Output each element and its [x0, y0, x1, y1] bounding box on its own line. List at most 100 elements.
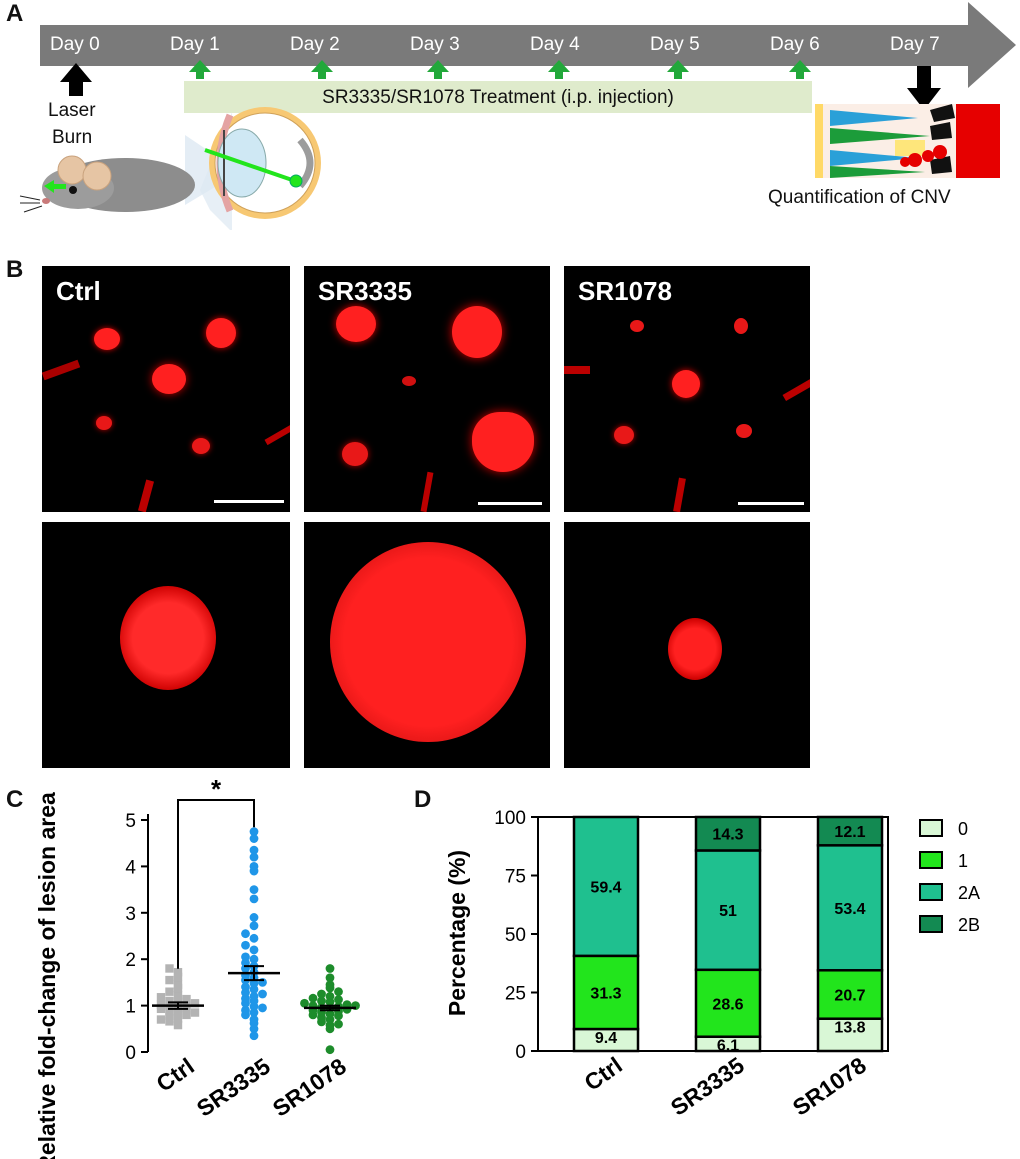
chart-c-point — [165, 975, 174, 985]
chart-d-bar-segment — [816, 1017, 884, 1053]
injection-arrow-day6 — [789, 60, 811, 79]
chart-c-point — [173, 967, 183, 977]
chart-c-point — [317, 989, 326, 999]
chart-d-data-label: 20.7 — [834, 987, 865, 1004]
chart-c-point — [165, 1011, 174, 1021]
micrograph-sr1078-overview: SR1078 — [564, 266, 810, 512]
chart-d-bar-segment — [816, 815, 884, 847]
chart-d-legend-label: 0 — [958, 819, 968, 839]
chart-d-x-label: SR1078 — [788, 1052, 871, 1121]
chart-c-point — [173, 1008, 183, 1018]
chart-c-point — [182, 994, 191, 1004]
chart-d-y-tick-label: 0 — [515, 1042, 526, 1063]
chart-c-point — [334, 1019, 343, 1029]
chart-c-point — [173, 1020, 183, 1030]
chart-c-point — [334, 995, 343, 1004]
micrograph-sr1078-zoom — [564, 522, 810, 768]
chart-d-bar-segment — [572, 815, 640, 958]
chart-c-y-tick-label: 4 — [125, 857, 136, 878]
chart-c-point — [165, 1017, 174, 1026]
chart-d-legend-swatch — [919, 883, 943, 901]
chart-c-point — [308, 993, 318, 1003]
chart-c-y-tick-label: 3 — [125, 904, 136, 925]
chart-c-x-label: SR1078 — [268, 1053, 351, 1122]
chart-c-point — [249, 921, 259, 931]
chart-c-ylabel: Relative fold-change of lesion area — [34, 792, 60, 1159]
chart-c-point — [325, 1045, 335, 1055]
chart-d-data-label: 14.3 — [712, 827, 743, 844]
chart-c-point — [249, 1031, 259, 1041]
chart-c-point — [249, 945, 259, 955]
chart-d-legend-label: 2A — [958, 883, 980, 903]
chart-d-data-label: 12.1 — [834, 824, 865, 841]
chart-c-point — [182, 1006, 191, 1015]
laser-burn-arrow — [60, 63, 92, 96]
chart-d-legend-swatch — [919, 851, 943, 869]
injection-arrow-day5 — [667, 60, 689, 79]
chart-c-x-label: Ctrl — [151, 1053, 198, 1097]
lesion-grade-stacked-bar-chart: Percentage (%) 0 25 50 75 100 9.4 31.3 59.4 Ctrl… — [444, 808, 980, 1121]
chart-d-data-label: 53.4 — [834, 901, 865, 918]
chart-d-data-label: 51 — [719, 903, 737, 920]
timeline-figure — [19, 2, 1016, 230]
chart-c-point — [249, 845, 259, 855]
chart-c-point — [173, 991, 183, 1000]
chart-c-point — [241, 940, 250, 950]
chart-c-point — [249, 913, 259, 922]
injection-arrows — [189, 60, 811, 79]
quantification-label: Quantification of CNV — [768, 187, 951, 208]
micrograph-sr3335-zoom — [304, 522, 550, 768]
panel-d-letter: D — [414, 786, 432, 813]
chart-c-y-tick-label: 1 — [125, 997, 136, 1018]
day-label-6: Day 6 — [770, 34, 820, 55]
retina-cnv-illustration — [815, 104, 1000, 178]
chart-c-significance-bracket — [177, 799, 255, 969]
chart-d-data-label: 13.8 — [834, 1020, 865, 1037]
chart-d-x-label: SR3335 — [666, 1052, 749, 1121]
panel-c-letter: C — [6, 786, 24, 813]
chart-d-legend-label: 1 — [958, 851, 968, 871]
chart-d-bar-segment — [694, 815, 762, 852]
chart-d-bar-segment — [694, 849, 762, 972]
chart-c-point — [258, 1003, 267, 1013]
chart-c-point — [249, 991, 259, 1001]
micrograph-label-sr1078: SR1078 — [578, 276, 672, 306]
chart-c-point — [241, 982, 250, 992]
chart-c-point — [165, 987, 174, 996]
chart-c-point — [173, 972, 183, 982]
chart-c-point — [258, 989, 267, 999]
chart-d-data-label: 31.3 — [590, 985, 621, 1002]
day-label-0: Day 0 — [50, 34, 100, 55]
chart-d-legend-swatch — [919, 915, 943, 933]
treatment-bar — [184, 81, 812, 113]
laser-label-line2: Burn — [52, 127, 93, 148]
chart-c-point — [249, 885, 259, 894]
chart-c-point — [156, 1015, 166, 1024]
chart-d-y-tick-label: 50 — [505, 925, 526, 946]
chart-d-data-label: 6.1 — [717, 1038, 739, 1055]
injection-arrow-day4 — [548, 60, 570, 79]
chart-c-x-label: SR3335 — [192, 1053, 275, 1122]
chart-c-point — [308, 1010, 318, 1020]
chart-c-point — [249, 1015, 259, 1024]
chart-c-point — [334, 987, 343, 997]
chart-d-data-label: 9.4 — [595, 1030, 617, 1047]
day-label-4: Day 4 — [530, 34, 580, 55]
day-label-1: Day 1 — [170, 34, 220, 55]
micrograph-label-sr3335: SR3335 — [318, 276, 412, 306]
chart-c-point — [249, 827, 259, 836]
chart-c-point — [325, 973, 335, 983]
chart-c-point — [190, 1008, 200, 1017]
chart-d-data-label: 59.4 — [590, 879, 621, 896]
chart-c-point — [241, 994, 250, 1004]
chart-c-significance-star: * — [211, 774, 222, 804]
chart-c-point — [173, 980, 183, 989]
day-label-3: Day 3 — [410, 34, 460, 55]
chart-c-point — [249, 933, 259, 943]
treatment-label: SR3335/SR1078 Treatment (i.p. injection) — [322, 87, 674, 108]
chart-d-data-label: 28.6 — [712, 996, 743, 1013]
day-label-7: Day 7 — [890, 34, 940, 55]
lesion-area-scatter-chart: Relative fold-change of lesion area 0 1 2 3… — [34, 774, 360, 1159]
chart-c-point — [241, 929, 250, 939]
chart-d-bar-segment — [816, 969, 884, 1020]
